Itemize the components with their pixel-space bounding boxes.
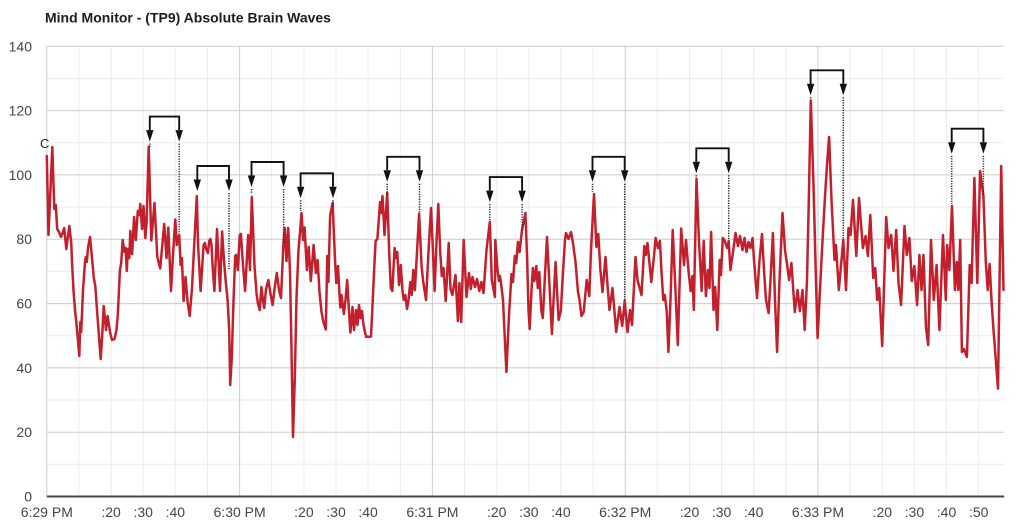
svg-text:6:32 PM: 6:32 PM [599, 504, 651, 520]
svg-text::20: :20 [294, 504, 314, 520]
svg-text::40: :40 [744, 504, 764, 520]
svg-text::20: :20 [487, 504, 507, 520]
svg-text:20: 20 [16, 424, 32, 440]
svg-text:120: 120 [9, 103, 33, 119]
svg-text:Mind Monitor - (TP9) Absolute: Mind Monitor - (TP9) Absolute Brain Wave… [45, 10, 331, 26]
svg-text::20: :20 [873, 504, 893, 520]
svg-text:6:29 PM: 6:29 PM [21, 504, 73, 520]
svg-text::50: :50 [969, 504, 989, 520]
svg-text:140: 140 [9, 38, 33, 54]
svg-text:40: 40 [16, 360, 32, 376]
svg-text:C: C [40, 136, 49, 151]
svg-text:6:30 PM: 6:30 PM [214, 504, 266, 520]
svg-text::20: :20 [101, 504, 121, 520]
svg-text::40: :40 [358, 504, 378, 520]
svg-text::40: :40 [937, 504, 957, 520]
svg-text::30: :30 [133, 504, 153, 520]
svg-text::30: :30 [326, 504, 346, 520]
svg-text::30: :30 [712, 504, 732, 520]
svg-text:6:33 PM: 6:33 PM [792, 504, 844, 520]
svg-text:100: 100 [9, 167, 33, 183]
svg-text::20: :20 [680, 504, 700, 520]
svg-text::30: :30 [519, 504, 539, 520]
svg-text::30: :30 [905, 504, 925, 520]
svg-text:60: 60 [16, 296, 32, 312]
svg-text:0: 0 [24, 489, 32, 505]
svg-text::40: :40 [551, 504, 571, 520]
svg-text:6:31 PM: 6:31 PM [406, 504, 458, 520]
svg-text::40: :40 [166, 504, 186, 520]
svg-text:80: 80 [16, 231, 32, 247]
